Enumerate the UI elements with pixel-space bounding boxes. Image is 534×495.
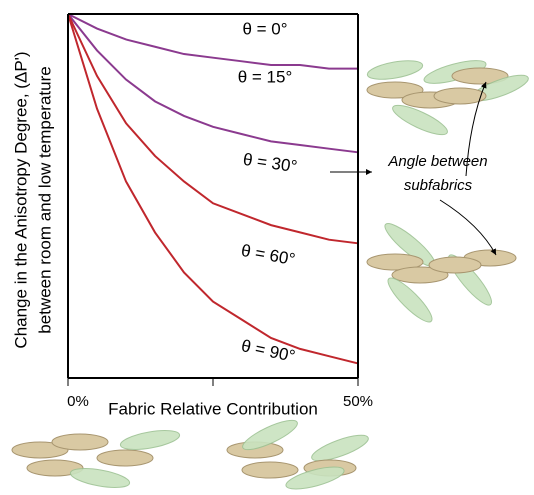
fabric-illustration — [366, 56, 531, 140]
x-tick-label: 50% — [343, 393, 373, 410]
x-axis-label: Fabric Relative Contribution — [108, 399, 318, 418]
chart: Angle between subfabrics Change in the A… — [0, 0, 534, 495]
series-label: θ = 90° — [240, 336, 297, 366]
y-axis-label: between room and low temperature — [35, 66, 54, 333]
series-label: θ = 60° — [240, 241, 297, 269]
annotation: Angle between — [387, 153, 487, 170]
series-label: θ = 0° — [242, 19, 287, 38]
arrow — [440, 200, 496, 255]
series-line — [68, 14, 358, 243]
annotation: subfabrics — [404, 177, 473, 194]
x-tick-label: 0% — [67, 393, 89, 410]
series-label: θ = 15° — [238, 67, 293, 86]
series-label: θ = 30° — [242, 150, 299, 176]
fabric-illustration — [12, 427, 181, 491]
fabric-illustration — [367, 218, 516, 327]
fabric-illustration — [227, 415, 371, 493]
y-axis-label: Change in the Anisotropy Degree, (ΔP') — [11, 51, 30, 348]
series-line — [68, 14, 358, 69]
